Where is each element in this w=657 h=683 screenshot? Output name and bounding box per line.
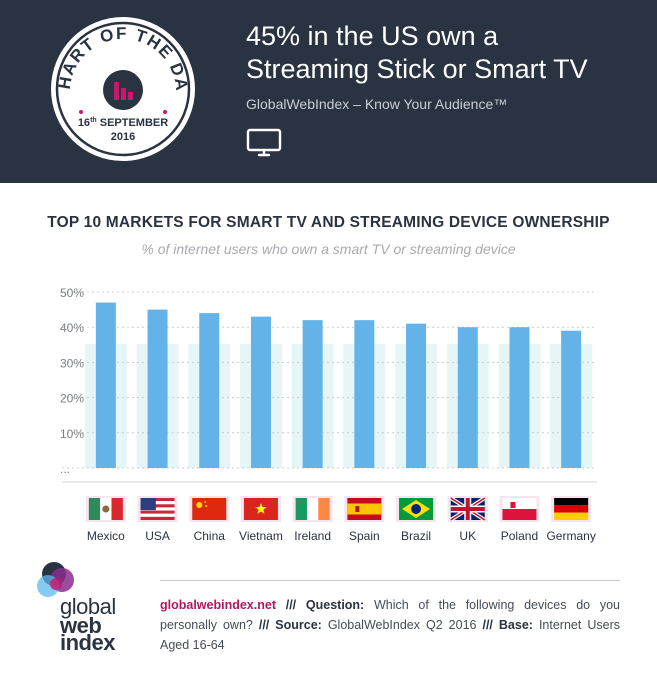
globalwebindex-logo-mark [37,562,74,597]
y-tick-label: 30% [60,356,84,370]
footer-source-label: Source: [275,618,322,632]
y-tick-label: 10% [60,427,84,441]
x-tick-label-spain: Spain [349,529,380,543]
x-tick-label-uk: UK [459,529,476,543]
y-tick-label: 40% [60,321,84,335]
x-tick-label-brazil: Brazil [401,529,431,543]
bar-uk [457,327,478,468]
x-tick-label-usa: USA [145,529,170,543]
badge-date-suffix: th [90,117,97,124]
x-tick-label-mexico: Mexico [87,529,125,543]
footer-divider [160,580,620,581]
headline-line-1: 45% in the US own a [246,21,499,51]
logo-word-index: index [60,630,115,655]
footer-base-text: Internet Users Aged 16-64 [160,618,620,652]
spain-flag [344,496,385,522]
tagline: GlobalWebIndex – Know Your Audience™ [246,96,508,112]
bar-germany [561,330,582,468]
footer-source-text: GlobalWebIndex Q2 2016 [321,618,483,632]
badge-date-year: 2016 [111,131,135,143]
bar-mexico [95,302,116,468]
y-tick-label: 50% [60,286,84,300]
china-flag [189,496,230,522]
bar-vietnam [250,316,271,468]
bar-poland [509,327,530,468]
headline: 45% in the US own a Streaming Stick or S… [246,20,588,86]
x-tick-label-poland: Poland [501,529,538,543]
logo-word-web: web [60,613,102,638]
x-tick-label-germany: Germany [546,529,595,543]
footer-base-label: Base: [498,618,533,632]
bar-brazil [406,323,427,468]
tv-icon [246,128,282,157]
brazil-flag [396,496,437,522]
x-tick-label-china: China [194,529,226,543]
bar-chart: 50% 40% 30% 20% 10%... Mexico USA China Vietnam I… [60,286,597,543]
vietnam-flag [240,496,281,522]
chart-of-the-day-badge: CHART OF THE DAY 16th SEPTEMBER 2016 [48,14,195,161]
footer-sep-2: /// [258,618,276,632]
footer-question-label: Question: [305,598,365,612]
x-tick-label-vietnam: Vietnam [239,529,283,543]
footer-site-link[interactable]: globalwebindex.net [160,598,276,612]
bar-usa [147,309,168,468]
svg-text:16th SEPTEMBER: 16th SEPTEMBER [78,117,168,129]
logo-word-global: global [60,594,116,619]
bar-spain [354,320,375,468]
footer-sep-3: /// [482,618,499,632]
poland-flag [499,496,540,522]
footer-source-note: globalwebindex.net /// Question: Which o… [160,595,620,655]
ireland-flag [292,496,333,522]
uk-flag [447,496,488,522]
mexico-flag [85,496,126,522]
footer-question-text: Which of the following devices do you pe… [160,598,620,632]
bar-ireland [302,320,323,468]
germany-flag [551,496,592,522]
y-tick-label: 20% [60,392,84,406]
badge-date-month: SEPTEMBER [97,117,169,129]
badge-date-day: 16 [78,117,90,129]
headline-line-2: Streaming Stick or Smart TV [246,54,588,84]
chart-subtitle: % of internet users who own a smart TV o… [141,241,516,257]
y-tick-label: ... [60,462,70,476]
usa-flag [137,496,178,522]
footer-sep-1: /// [276,598,306,612]
chart-title: TOP 10 MARKETS FOR SMART TV AND STREAMIN… [47,214,610,231]
bar-china [199,313,220,468]
header-banner: CHART OF THE DAY 16th SEPTEMBER 2016 45%… [0,0,657,183]
x-tick-label-ireland: Ireland [294,529,331,543]
